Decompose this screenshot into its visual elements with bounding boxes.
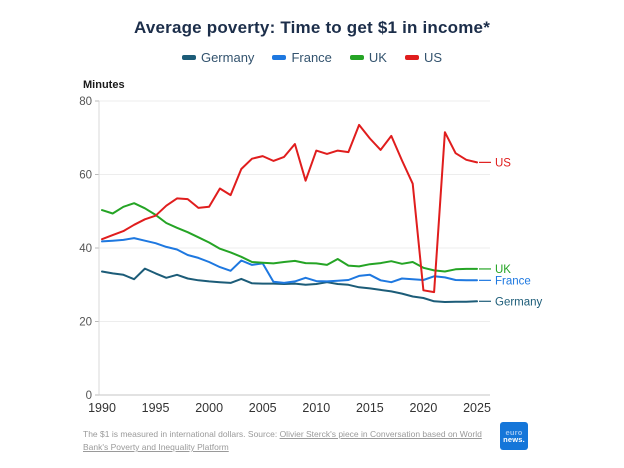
euronews-logo-text-top: euro (505, 427, 523, 437)
series-line-us (101, 123, 478, 294)
series-end-label-france: France (495, 275, 531, 287)
x-tick-label-2025: 2025 (463, 401, 491, 415)
y-tick-label-20: 20 (79, 317, 92, 329)
x-tick-label-1990: 1990 (88, 401, 116, 415)
x-tick-label-2005: 2005 (249, 401, 277, 415)
legend-swatch-us (404, 55, 419, 60)
x-tick-label-2010: 2010 (302, 401, 330, 415)
euronews-logo-text-bottom: news. (503, 435, 525, 444)
series-end-label-us: US (495, 157, 511, 169)
series-line-germany (101, 267, 478, 303)
page-title: Average poverty: Time to get $1 in incom… (133, 18, 491, 37)
y-tick-label-60: 60 (79, 170, 92, 182)
x-tick-label-2020: 2020 (410, 401, 438, 415)
y-tick-label-80: 80 (79, 96, 92, 108)
footnote-text: The $1 is measured in international doll… (83, 429, 280, 439)
euronews-logo[interactable]: euro news. (500, 422, 528, 450)
series-end-label-germany: Germany (495, 296, 543, 308)
y-axis-title: Minutes (83, 79, 125, 91)
legend-swatch-germany (181, 55, 196, 60)
source-link[interactable]: Olivier Sterck's piece in Conversation b… (83, 429, 482, 453)
x-tick-label-2000: 2000 (195, 401, 223, 415)
x-tick-label-2015: 2015 (356, 401, 384, 415)
y-tick-label-0: 0 (86, 390, 92, 402)
legend-swatch-uk (349, 55, 364, 60)
legend-label-us: US (423, 50, 443, 65)
legend-item-france: France (272, 50, 332, 65)
series-line-uk (101, 202, 478, 273)
legend-item-germany: Germany (181, 50, 255, 65)
legend: Germany France UK US (0, 50, 624, 65)
legend-swatch-france (272, 55, 287, 60)
footnote: The $1 is measured in international doll… (83, 428, 495, 454)
series-line-france (101, 237, 478, 284)
series-end-label-uk: UK (495, 264, 511, 276)
x-tick-label-1995: 1995 (142, 401, 170, 415)
legend-label-germany: Germany (200, 50, 255, 65)
legend-label-uk: UK (368, 50, 387, 65)
legend-label-france: France (291, 50, 332, 65)
legend-item-uk: UK (349, 50, 387, 65)
y-tick-label-40: 40 (79, 243, 92, 255)
legend-item-us: US (404, 50, 443, 65)
